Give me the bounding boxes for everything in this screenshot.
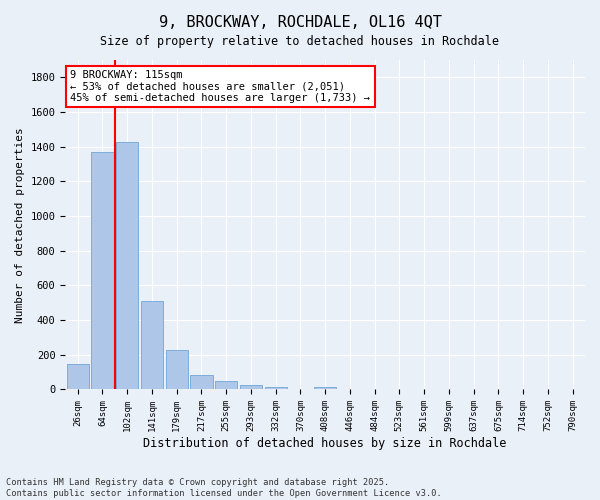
Bar <box>314 387 336 390</box>
Text: Contains HM Land Registry data © Crown copyright and database right 2025.
Contai: Contains HM Land Registry data © Crown c… <box>6 478 442 498</box>
Text: 9 BROCKWAY: 115sqm
← 53% of detached houses are smaller (2,051)
45% of semi-deta: 9 BROCKWAY: 115sqm ← 53% of detached hou… <box>70 70 370 103</box>
Bar <box>265 388 287 390</box>
Bar <box>67 364 89 390</box>
Bar <box>166 350 188 390</box>
Text: Size of property relative to detached houses in Rochdale: Size of property relative to detached ho… <box>101 35 499 48</box>
Bar <box>215 382 237 390</box>
Bar <box>116 142 138 390</box>
Bar <box>91 152 113 390</box>
Bar <box>190 374 212 390</box>
Bar <box>240 385 262 390</box>
Bar <box>141 301 163 390</box>
Y-axis label: Number of detached properties: Number of detached properties <box>15 127 25 322</box>
X-axis label: Distribution of detached houses by size in Rochdale: Distribution of detached houses by size … <box>143 437 507 450</box>
Text: 9, BROCKWAY, ROCHDALE, OL16 4QT: 9, BROCKWAY, ROCHDALE, OL16 4QT <box>158 15 442 30</box>
